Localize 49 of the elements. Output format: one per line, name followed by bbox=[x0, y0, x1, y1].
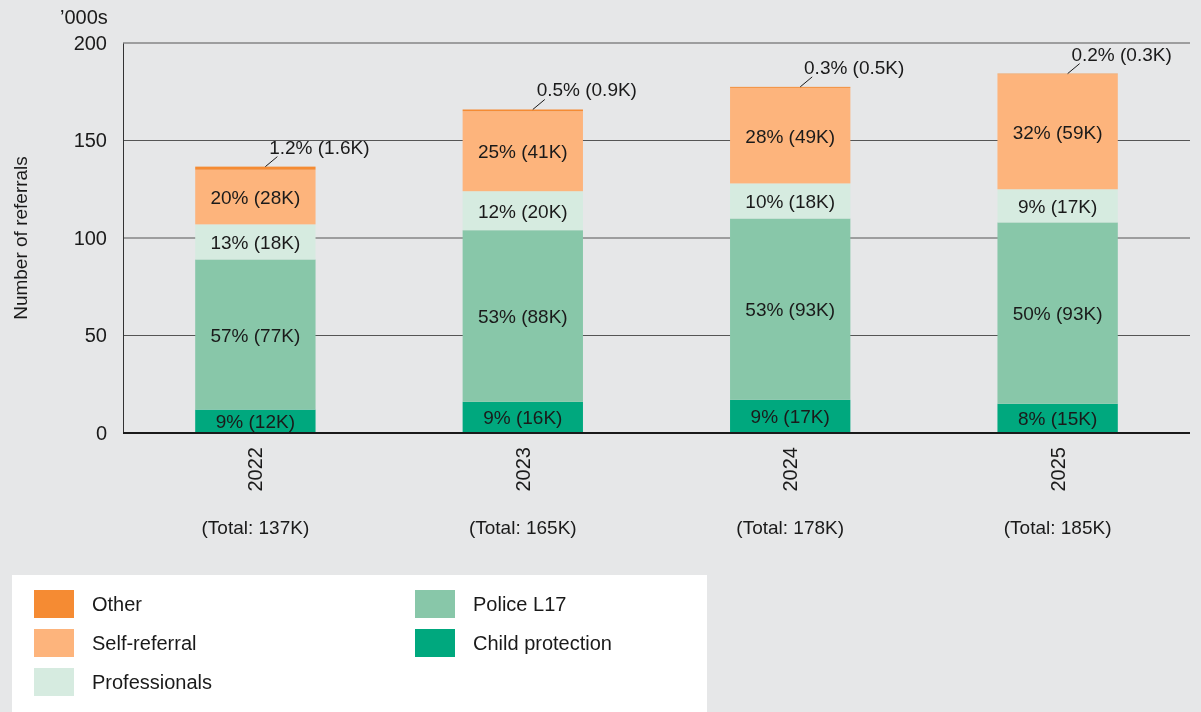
annotation: 53% (93K) bbox=[745, 299, 836, 321]
bar bbox=[195, 166, 316, 170]
text: ’000s bbox=[60, 6, 108, 28]
y-tick-label: 0 bbox=[95, 421, 107, 444]
x-tick-label: 2025 bbox=[1046, 447, 1069, 492]
bar bbox=[730, 218, 851, 400]
bar bbox=[997, 74, 1118, 190]
annotation: 53% (88K) bbox=[477, 306, 568, 327]
legend-label: Child protection bbox=[473, 632, 612, 654]
annotation: 0.5% (0.9K) bbox=[536, 79, 637, 101]
bar bbox=[462, 230, 583, 402]
bar bbox=[195, 169, 316, 225]
y-axis-title: Number of referrals bbox=[10, 156, 31, 320]
annotation: 1.2% (1.6K) bbox=[269, 136, 370, 158]
bar bbox=[997, 222, 1118, 404]
annotation: 57% (77K) bbox=[210, 324, 301, 346]
annotation: 12% (20K) bbox=[477, 200, 568, 222]
x-tick-label: 2024 bbox=[779, 447, 802, 492]
legend-label: Professionals bbox=[92, 671, 213, 693]
annotation: 50% (93K) bbox=[1012, 303, 1103, 325]
annotation: 25% (41K) bbox=[477, 141, 568, 163]
annotation: 9% (17K) bbox=[1018, 195, 1098, 217]
annotation: 20% (28K) bbox=[210, 187, 301, 209]
annotation: 13% (18K) bbox=[210, 231, 301, 253]
annotation: 0.2% (0.3K) bbox=[1071, 43, 1172, 65]
y-tick-label: 100 bbox=[73, 226, 107, 249]
legend-label: Police L17 bbox=[473, 593, 567, 615]
x-tick-label: 2022 bbox=[244, 447, 267, 492]
text: (Total: 165K) bbox=[468, 517, 577, 538]
y-tick-label: 200 bbox=[73, 31, 107, 54]
text: (Total: 185K) bbox=[1003, 517, 1112, 538]
bar bbox=[195, 259, 316, 410]
y-tick-label: 50 bbox=[84, 324, 107, 347]
annotation: 32% (59K) bbox=[1012, 121, 1103, 143]
text: (Total: 178K) bbox=[736, 517, 845, 538]
y-tick-label: 150 bbox=[73, 129, 107, 152]
annotation: 10% (18K) bbox=[745, 190, 836, 212]
bar bbox=[462, 111, 583, 192]
annotation: 8% (15K) bbox=[1018, 408, 1098, 430]
bar bbox=[730, 87, 851, 184]
annotation: 0.3% (0.5K) bbox=[804, 56, 905, 78]
x-tick-label: 2023 bbox=[511, 447, 534, 492]
annotation: 9% (17K) bbox=[750, 406, 830, 428]
annotation: 28% (49K) bbox=[745, 125, 836, 147]
legend-label: Self-referral bbox=[92, 632, 197, 654]
annotation: 9% (16K) bbox=[483, 407, 563, 429]
legend-label: Other bbox=[92, 593, 143, 615]
text: (Total: 137K) bbox=[201, 517, 310, 538]
annotation: 9% (12K) bbox=[215, 411, 295, 433]
